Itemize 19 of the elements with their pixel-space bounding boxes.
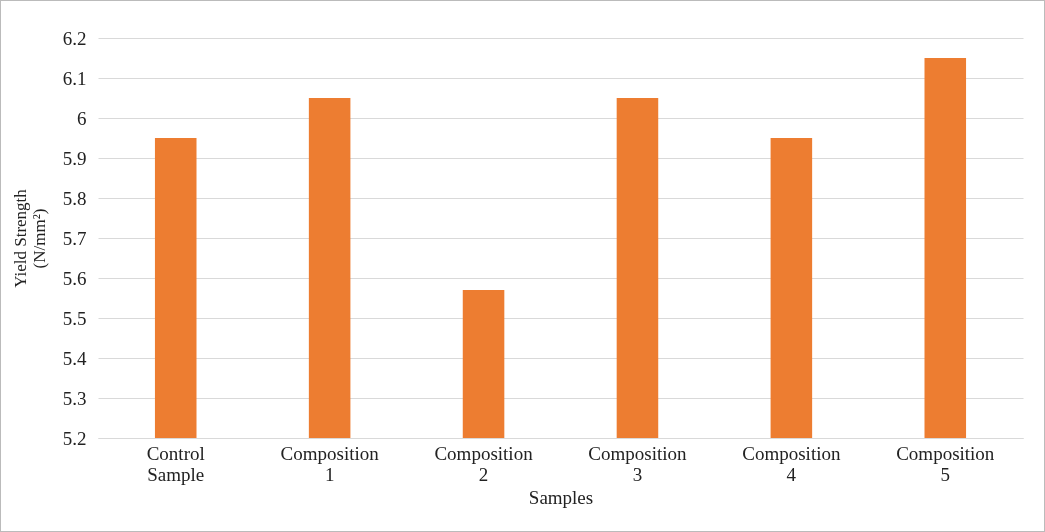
x-tick-label: Composition 4 <box>742 442 841 485</box>
y-tick-label: 5.7 <box>62 227 87 249</box>
y-tick-label: 5.4 <box>62 347 87 369</box>
y-tick-label: 6.2 <box>62 27 87 49</box>
y-tick-label: 6 <box>77 107 87 129</box>
y-tick-label: 6.1 <box>62 67 87 89</box>
y-tick-label: 5.5 <box>62 307 87 329</box>
y-tick-label: 5.8 <box>62 187 87 209</box>
y-tick-label: 5.2 <box>62 427 87 449</box>
x-tick-label: Control Sample <box>146 442 205 485</box>
y-tick-label: 5.9 <box>62 147 87 169</box>
x-tick-label: Composition 1 <box>280 442 380 485</box>
x-tick-label: Composition 5 <box>896 442 995 485</box>
y-axis-title: Yield Strength (N/mm²) <box>10 188 49 288</box>
x-axis-title: Samples <box>528 486 594 508</box>
y-tick-label: 5.6 <box>62 267 87 289</box>
y-tick-label: 5.3 <box>62 387 87 409</box>
x-tick-label: Composition 2 <box>434 442 534 485</box>
x-tick-label: Composition 3 <box>588 442 688 485</box>
